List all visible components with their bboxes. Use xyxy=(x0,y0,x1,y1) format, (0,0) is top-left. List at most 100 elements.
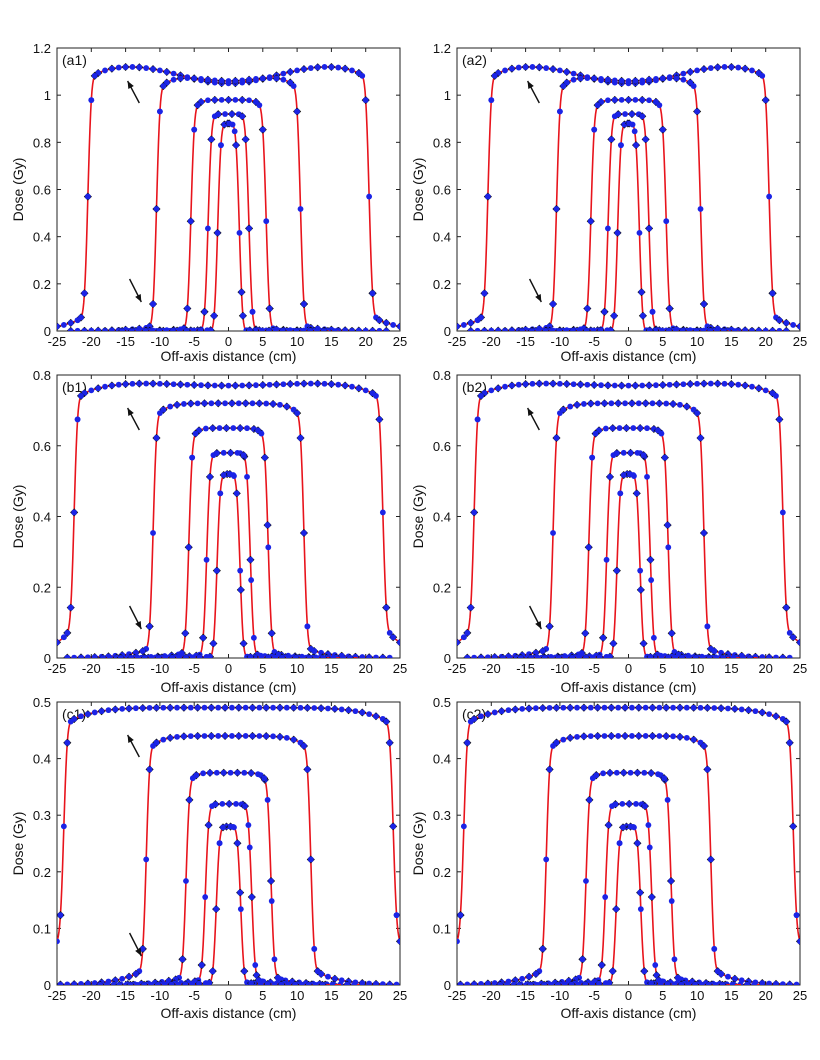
data-point xyxy=(272,654,279,658)
data-point xyxy=(721,64,728,70)
data-point xyxy=(707,65,714,71)
data-point xyxy=(91,654,98,658)
data-point xyxy=(292,654,299,658)
data-point xyxy=(762,327,769,331)
data-point xyxy=(139,648,146,654)
data-point xyxy=(783,327,790,331)
data-point xyxy=(484,654,491,658)
data-point xyxy=(305,981,312,985)
data-point xyxy=(84,711,91,718)
dose-curve xyxy=(463,402,793,658)
data-point xyxy=(508,328,515,331)
data-point xyxy=(98,708,105,715)
data-point xyxy=(155,654,162,658)
data-point xyxy=(692,654,699,658)
data-point xyxy=(74,416,81,423)
x-tick-label: 20 xyxy=(758,661,772,676)
data-point xyxy=(804,643,810,649)
data-point xyxy=(128,655,134,658)
data-point xyxy=(174,733,180,740)
data-point xyxy=(203,653,210,658)
data-point xyxy=(330,654,337,658)
data-point xyxy=(584,75,591,81)
data-point xyxy=(700,328,707,331)
data-point xyxy=(535,328,542,331)
data-point xyxy=(294,108,300,115)
data-point xyxy=(755,327,762,331)
data-point xyxy=(421,966,427,972)
data-point xyxy=(548,654,555,658)
data-point xyxy=(622,733,628,739)
y-tick-label: 0.2 xyxy=(433,277,451,292)
data-point xyxy=(203,556,210,563)
data-point xyxy=(631,824,637,831)
data-point xyxy=(653,382,659,389)
data-point xyxy=(707,380,714,387)
data-point xyxy=(153,435,160,441)
data-point xyxy=(560,704,567,711)
data-point xyxy=(672,327,679,331)
data-point xyxy=(404,643,410,649)
x-tick-label: 25 xyxy=(793,334,807,349)
data-point xyxy=(325,973,331,980)
data-point xyxy=(167,704,174,711)
data-point xyxy=(586,797,593,803)
x-tick-label: -5 xyxy=(188,334,200,349)
data-point xyxy=(627,449,634,456)
dose-curve xyxy=(526,825,731,985)
diamond-marker xyxy=(426,326,432,332)
data-point xyxy=(491,72,498,79)
data-point xyxy=(766,193,773,200)
chart-panel-2: -25 -20 -15 -10 -5 0 5 10 15 20 25 0 0.2 0.4 0.6 0.8 Off… xyxy=(10,368,410,695)
data-point xyxy=(177,381,184,388)
data-point xyxy=(762,387,769,394)
data-point xyxy=(738,706,745,713)
data-point xyxy=(668,878,674,884)
data-point xyxy=(179,956,186,963)
data-point xyxy=(183,878,189,884)
data-point xyxy=(711,705,718,711)
data-point xyxy=(237,906,244,912)
data-point xyxy=(609,425,616,432)
data-point xyxy=(627,769,634,776)
data-point xyxy=(762,97,769,104)
data-point xyxy=(244,473,250,480)
data-point xyxy=(150,380,156,387)
data-point xyxy=(245,822,252,828)
data-point xyxy=(589,454,596,461)
data-point xyxy=(413,327,419,333)
data-point xyxy=(598,382,604,389)
data-point xyxy=(618,382,625,389)
x-tick-label: -10 xyxy=(551,334,570,349)
data-point xyxy=(526,973,532,980)
data-point xyxy=(773,393,779,399)
x-tick-label: 0 xyxy=(625,661,632,676)
data-point xyxy=(237,586,244,593)
x-tick-label: -5 xyxy=(188,661,200,676)
data-point xyxy=(376,327,383,331)
data-point xyxy=(335,381,342,388)
x-tick-label: -15 xyxy=(116,334,135,349)
x-tick-label: 5 xyxy=(659,334,666,349)
data-point xyxy=(342,65,349,72)
data-point xyxy=(366,711,373,718)
data-point xyxy=(156,327,163,331)
y-tick-label: 0 xyxy=(44,651,51,666)
data-point xyxy=(570,381,577,388)
data-point xyxy=(20,327,26,333)
data-point xyxy=(237,425,244,431)
y-tick-label: 0.4 xyxy=(433,510,451,525)
data-point xyxy=(373,713,379,720)
x-tick-label: 20 xyxy=(358,988,372,1003)
data-point xyxy=(714,64,721,71)
x-tick-label: -15 xyxy=(516,661,535,676)
data-point xyxy=(264,522,271,528)
dose-curve xyxy=(67,77,390,331)
data-point xyxy=(293,327,300,331)
data-point xyxy=(591,126,598,133)
data-point xyxy=(331,328,338,331)
data-point xyxy=(270,733,276,740)
data-point xyxy=(644,425,650,432)
data-point xyxy=(759,709,766,716)
data-point xyxy=(246,97,252,104)
